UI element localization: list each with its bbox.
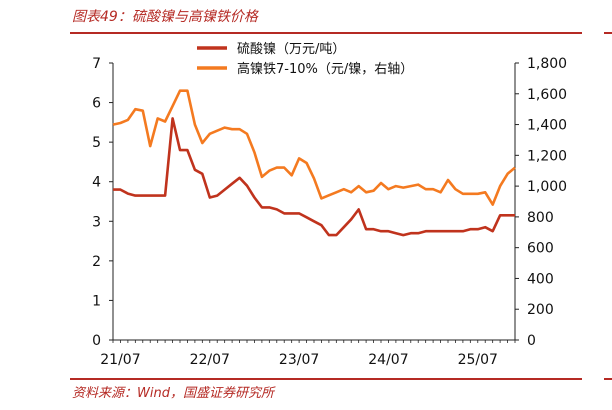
y-left-tick-label: 2 [92, 254, 101, 270]
x-tick-label: 24/07 [368, 352, 408, 368]
y-right-tick-label: 1,000 [527, 179, 567, 195]
y-right-tick-label: 800 [527, 210, 554, 226]
series-line-1 [113, 117, 515, 237]
top-edge-mark [604, 32, 612, 34]
chart-title: 图表49：硫酸镍与高镍铁价格 [72, 9, 258, 25]
y-left-tick-label: 6 [92, 96, 101, 112]
legend-label-2: 高镍铁7-10%（元/镍，右轴） [237, 61, 413, 77]
y-right-tick-label: 0 [527, 333, 536, 349]
x-tick-label: 21/07 [100, 352, 140, 368]
bottom-edge-mark [604, 378, 612, 380]
y-right-tick-label: 1,800 [527, 56, 567, 72]
bottom-rule [70, 378, 582, 380]
y-right-tick-label: 1,200 [527, 148, 567, 164]
y-right-tick-label: 1,400 [527, 118, 567, 134]
series-line-2 [112, 89, 516, 206]
y-left-tick-label: 0 [92, 333, 101, 349]
y-left-tick-label: 1 [92, 293, 101, 309]
x-tick-label: 22/07 [190, 352, 230, 368]
legend-label-1: 硫酸镍（万元/吨） [237, 42, 345, 57]
y-right-tick-label: 200 [527, 302, 554, 318]
y-right-tick-label: 600 [527, 241, 554, 257]
y-left-tick-label: 5 [92, 135, 101, 151]
y-left-tick-label: 3 [92, 214, 101, 230]
top-rule [70, 32, 582, 34]
x-tick-label: 23/07 [279, 352, 319, 368]
y-left-tick-label: 7 [92, 56, 101, 72]
y-right-tick-label: 1,600 [527, 87, 567, 103]
source-note: 资料来源：Wind，国盛证券研究所 [72, 386, 274, 401]
y-left-tick-label: 4 [92, 175, 101, 191]
y-right-tick-label: 400 [527, 271, 554, 287]
x-tick-label: 25/07 [458, 352, 498, 368]
